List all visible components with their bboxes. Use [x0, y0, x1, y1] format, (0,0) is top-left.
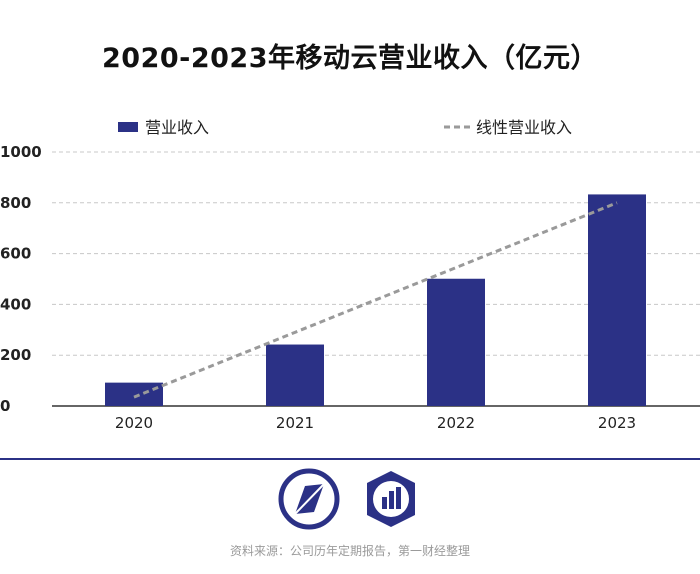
x-tick-label: 2023 — [598, 414, 636, 432]
bar — [105, 382, 163, 406]
bars — [105, 194, 646, 406]
footer-divider — [0, 458, 700, 460]
x-tick-label: 2022 — [437, 414, 475, 432]
bar — [588, 194, 646, 406]
x-ticks: 2020 2021 2022 2023 — [115, 414, 636, 432]
y-tick-label: 400 — [0, 295, 31, 313]
y-tick-label: 600 — [0, 245, 31, 263]
bar — [427, 278, 485, 406]
y-tick-label: 200 — [0, 346, 31, 364]
y-tick-label: 800 — [0, 194, 31, 212]
chart: 0 200 400 600 800 1000 2020 2021 2022 2023 营业收入 线… — [0, 118, 700, 432]
x-tick-label: 2020 — [115, 414, 153, 432]
source-note: 资料来源：公司历年定期报告，第一财经整理 — [229, 544, 470, 558]
legend-swatch-bar — [118, 122, 138, 132]
trend-line-path — [133, 201, 618, 399]
legend: 营业收入 线性营业收入 — [118, 118, 572, 137]
x-tick-label: 2021 — [276, 414, 314, 432]
y-ticks: 0 200 400 600 800 1000 — [0, 143, 42, 415]
bar-chart-shield-logo-icon — [367, 471, 415, 527]
legend-label: 线性营业收入 — [476, 118, 572, 137]
logo-row — [0, 468, 700, 538]
trend-line — [133, 201, 618, 399]
chart-title: 2020-2023年移动云营业收入（亿元） — [102, 43, 598, 74]
bar — [266, 344, 324, 406]
diamond-leaf-logo-icon — [278, 468, 340, 530]
y-tick-label: 0 — [0, 397, 10, 415]
y-tick-label: 1000 — [0, 143, 42, 161]
legend-label: 营业收入 — [145, 118, 209, 137]
